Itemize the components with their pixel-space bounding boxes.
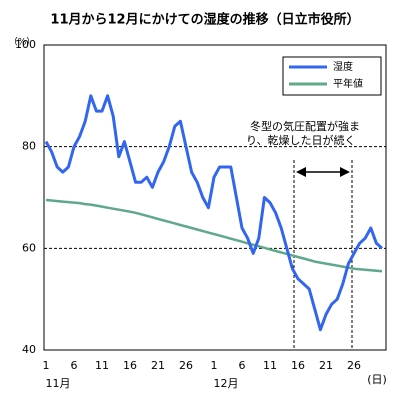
x-tick-label: 26 <box>347 359 361 372</box>
y-tick-label: 60 <box>22 241 36 254</box>
month-label: 12月 <box>214 377 239 390</box>
y-tick-label: 100 <box>15 38 36 51</box>
x-tick-label: 6 <box>71 359 78 372</box>
x-tick-label: 11 <box>95 359 109 372</box>
x-tick-label: 26 <box>179 359 193 372</box>
chart-title: 11月から12月にかけての湿度の推移（日立市役所） <box>50 12 359 28</box>
y-axis-label: （%） <box>9 37 36 48</box>
y-tick-label: 40 <box>22 343 36 356</box>
legend-label: 平年値 <box>333 77 363 90</box>
legend-label: 湿度 <box>333 60 353 73</box>
x-tick-label: 1 <box>211 359 218 372</box>
x-axis-label: (日) <box>367 373 387 386</box>
series-line <box>45 198 383 273</box>
x-tick-label: 1 <box>43 359 50 372</box>
series-line <box>44 94 383 332</box>
y-tick-label: 80 <box>22 140 36 153</box>
plot-frame <box>43 44 387 351</box>
month-label: 11月 <box>46 377 71 390</box>
x-tick-label: 6 <box>239 359 246 372</box>
x-tick-label: 21 <box>151 359 165 372</box>
annotation: り、乾燥した日が続く <box>246 133 356 147</box>
x-tick-label: 21 <box>319 359 333 372</box>
x-tick-label: 11 <box>263 359 277 372</box>
legend <box>282 56 382 96</box>
x-tick-label: 16 <box>291 359 305 372</box>
annotation: 冬型の気圧配置が強ま <box>250 119 360 133</box>
x-tick-label: 16 <box>123 359 137 372</box>
